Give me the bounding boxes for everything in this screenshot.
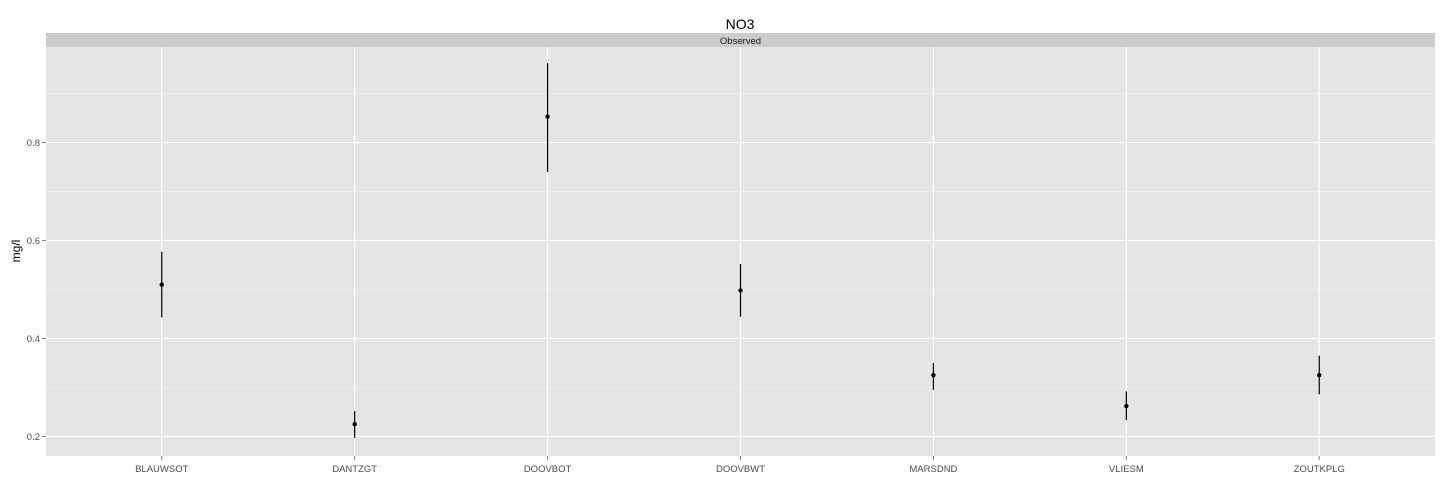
data-point (1124, 403, 1129, 409)
x-tick-label: DOOVBOT (524, 464, 572, 475)
chart-title: NO3 (726, 16, 755, 32)
data-point (1317, 372, 1322, 378)
x-tick-label: VLIESM (1109, 464, 1144, 475)
facet-label: Observed (720, 36, 761, 47)
y-tick-label: 0.2 (27, 432, 40, 443)
y-axis: 0.2 0.4 0.6 0.8 (27, 138, 46, 443)
x-tick-label: DOOVBWT (716, 464, 765, 475)
facet-strip (46, 33, 1435, 47)
x-tick-label: ZOUTKPLG (1294, 464, 1345, 475)
y-tick-label: 0.6 (27, 236, 40, 247)
y-axis-label: mg/l (9, 240, 23, 263)
y-tick-label: 0.8 (27, 138, 40, 149)
data-point (738, 288, 743, 293)
x-tick-label: MARSDND (909, 464, 957, 475)
x-tick-label: BLAUWSOT (135, 464, 189, 475)
data-marks (159, 63, 1322, 438)
data-point (159, 282, 164, 287)
data-point (545, 114, 550, 119)
data-point (931, 372, 936, 378)
x-axis: BLAUWSOT DANTZGT DOOVBOT DOOVBWT MARSDND VLIE… (135, 456, 1345, 475)
y-tick-label: 0.4 (27, 334, 40, 345)
x-tick-label: DANTZGT (332, 464, 377, 475)
data-point (352, 421, 357, 427)
